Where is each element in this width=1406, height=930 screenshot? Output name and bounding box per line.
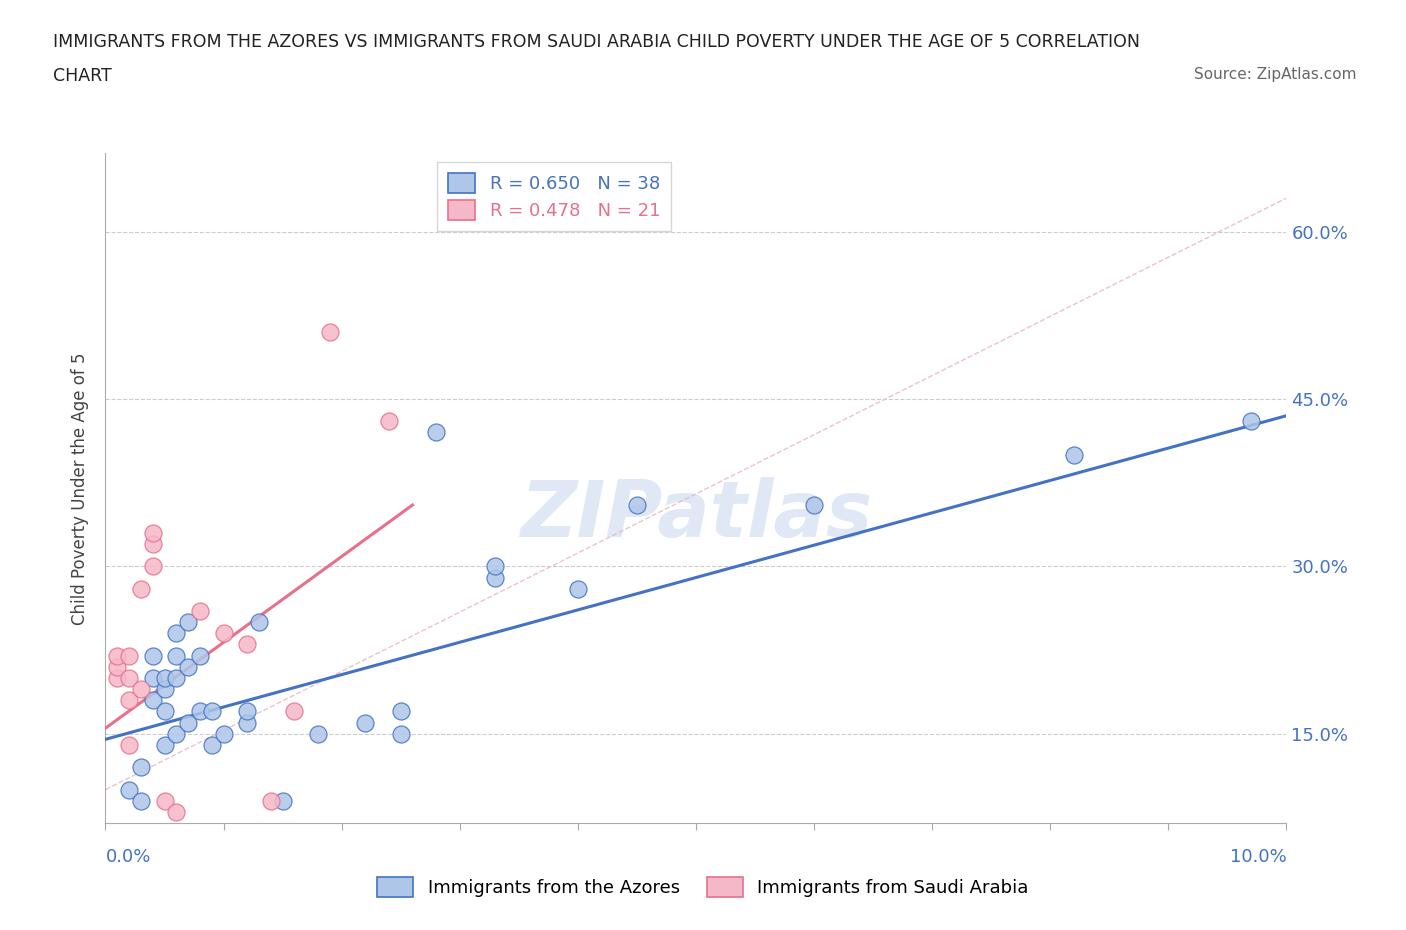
- Point: [484, 570, 506, 585]
- Point: [118, 782, 141, 797]
- Text: 10.0%: 10.0%: [1230, 848, 1286, 866]
- Text: Source: ZipAtlas.com: Source: ZipAtlas.com: [1194, 67, 1357, 82]
- Point: [165, 671, 187, 685]
- Point: [188, 604, 211, 618]
- Legend: Immigrants from the Azores, Immigrants from Saudi Arabia: Immigrants from the Azores, Immigrants f…: [370, 870, 1036, 904]
- Point: [142, 537, 165, 551]
- Point: [142, 525, 165, 540]
- Point: [142, 671, 165, 685]
- Point: [153, 737, 176, 752]
- Point: [153, 704, 176, 719]
- Point: [567, 581, 589, 596]
- Point: [236, 637, 259, 652]
- Point: [129, 760, 152, 775]
- Point: [1063, 447, 1085, 462]
- Point: [153, 793, 176, 808]
- Point: [1240, 414, 1263, 429]
- Point: [118, 648, 141, 663]
- Point: [626, 498, 648, 512]
- Point: [153, 682, 176, 697]
- Point: [201, 737, 224, 752]
- Point: [177, 615, 200, 630]
- Point: [165, 726, 187, 741]
- Point: [129, 793, 152, 808]
- Point: [142, 693, 165, 708]
- Point: [212, 626, 235, 641]
- Point: [142, 648, 165, 663]
- Legend: R = 0.650   N = 38, R = 0.478   N = 21: R = 0.650 N = 38, R = 0.478 N = 21: [437, 163, 671, 232]
- Point: [105, 671, 128, 685]
- Point: [484, 559, 506, 574]
- Point: [153, 671, 176, 685]
- Point: [389, 704, 412, 719]
- Point: [389, 726, 412, 741]
- Point: [319, 325, 342, 339]
- Point: [177, 715, 200, 730]
- Point: [142, 559, 165, 574]
- Point: [354, 715, 377, 730]
- Point: [247, 615, 270, 630]
- Point: [188, 704, 211, 719]
- Point: [118, 693, 141, 708]
- Point: [283, 704, 305, 719]
- Point: [118, 737, 141, 752]
- Text: CHART: CHART: [53, 67, 112, 85]
- Y-axis label: Child Poverty Under the Age of 5: Child Poverty Under the Age of 5: [72, 352, 90, 625]
- Point: [177, 659, 200, 674]
- Point: [165, 804, 187, 819]
- Point: [129, 682, 152, 697]
- Point: [118, 671, 141, 685]
- Point: [201, 704, 224, 719]
- Text: IMMIGRANTS FROM THE AZORES VS IMMIGRANTS FROM SAUDI ARABIA CHILD POVERTY UNDER T: IMMIGRANTS FROM THE AZORES VS IMMIGRANTS…: [53, 33, 1140, 50]
- Point: [165, 626, 187, 641]
- Text: ZIPatlas: ZIPatlas: [520, 477, 872, 553]
- Point: [260, 793, 283, 808]
- Point: [271, 793, 294, 808]
- Point: [105, 648, 128, 663]
- Point: [307, 726, 329, 741]
- Point: [236, 715, 259, 730]
- Point: [212, 726, 235, 741]
- Point: [803, 498, 825, 512]
- Point: [425, 425, 447, 440]
- Point: [129, 581, 152, 596]
- Point: [378, 414, 401, 429]
- Point: [188, 648, 211, 663]
- Point: [105, 659, 128, 674]
- Point: [236, 704, 259, 719]
- Text: 0.0%: 0.0%: [105, 848, 150, 866]
- Point: [165, 648, 187, 663]
